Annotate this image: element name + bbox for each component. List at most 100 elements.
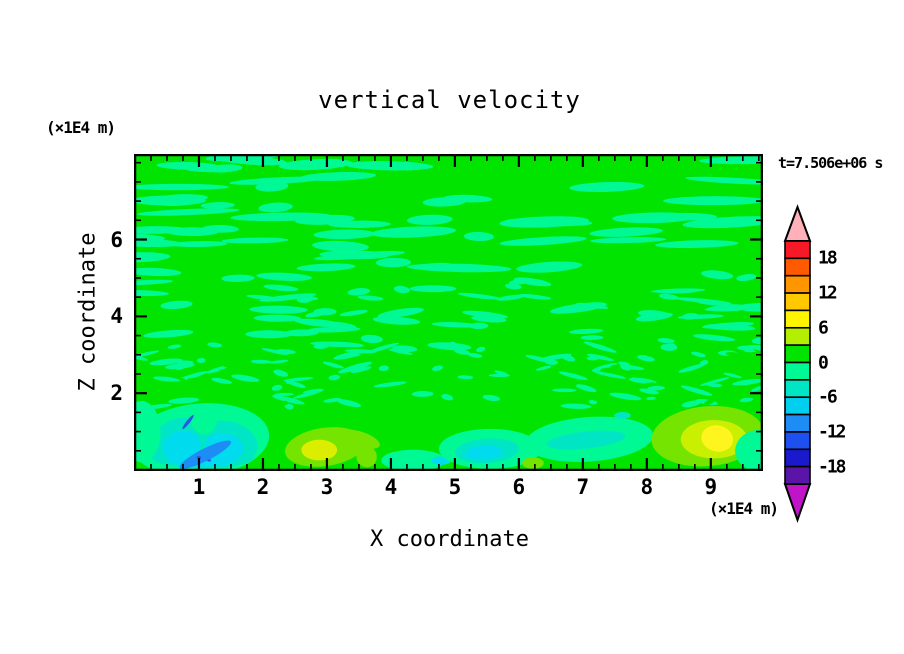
texture-streak: [323, 397, 342, 403]
texture-streak: [744, 346, 762, 353]
x-axis-title: X coordinate: [370, 527, 529, 552]
colorbar-under-arrow: [783, 483, 812, 524]
colorbar-box-8: [784, 379, 811, 399]
texture-streak: [186, 348, 198, 354]
texture-streak: [544, 359, 558, 365]
texture-streak: [569, 328, 604, 335]
contour-plot: [134, 154, 763, 471]
texture-streak: [620, 365, 631, 371]
texture-streak: [457, 375, 474, 380]
colorbar-box-0: [784, 240, 811, 260]
texture-streak: [743, 363, 760, 367]
texture-streak: [143, 329, 194, 338]
texture-streak: [224, 363, 236, 368]
colorbar: [783, 204, 812, 524]
colorbar-label--6: -6: [818, 386, 838, 408]
texture-streak: [149, 358, 183, 366]
texture-streak: [434, 387, 443, 392]
texture-streak: [432, 365, 443, 372]
texture-streak: [496, 294, 525, 301]
x-tick-label-1: 1: [192, 475, 206, 499]
texture-streak: [475, 346, 486, 353]
texture-streak: [635, 312, 673, 322]
texture-streak: [256, 272, 312, 281]
texture-streak: [639, 388, 659, 395]
plot-frame: [134, 154, 763, 471]
texture-streak: [313, 343, 329, 349]
texture-streak: [646, 396, 656, 401]
texture-streak: [650, 212, 717, 221]
colorbar-label--18: -18: [818, 456, 846, 478]
colorbar-box-1: [784, 257, 811, 277]
contour-field: [135, 155, 762, 470]
timestamp-label: t=7.506e+06 s: [778, 154, 883, 172]
texture-streak: [736, 303, 762, 312]
colorbar-label--12: -12: [818, 421, 846, 443]
texture-streak: [175, 365, 185, 371]
texture-streak: [135, 267, 182, 277]
texture-streak: [471, 315, 507, 323]
x-tick-label-2: 2: [256, 475, 270, 499]
texture-streak: [586, 353, 614, 361]
texture-streak: [373, 381, 407, 388]
texture-streak: [681, 400, 701, 408]
texture-streak: [393, 285, 410, 294]
colorbar-box-2: [784, 274, 811, 294]
texture-streak: [406, 214, 453, 225]
texture-streak: [591, 398, 607, 404]
texture-streak: [339, 388, 355, 392]
texture-streak: [203, 391, 215, 398]
colorbar-label-0: 0: [818, 352, 829, 373]
texture-streak: [508, 357, 524, 363]
texture-streak: [622, 401, 635, 407]
texture-streak: [558, 371, 588, 381]
texture-streak: [504, 217, 593, 227]
texture-streak: [560, 354, 576, 362]
texture-streak: [377, 307, 424, 318]
texture-streak: [699, 377, 730, 386]
texture-streak: [245, 330, 293, 339]
texture-streak: [735, 360, 742, 364]
texture-streak: [649, 374, 656, 380]
colorbar-box-10: [784, 413, 811, 433]
texture-streak: [580, 335, 604, 341]
texture-streak: [231, 374, 260, 382]
texture-streak: [306, 326, 361, 333]
texture-streak: [196, 357, 206, 364]
colorbar-label-12: 12: [818, 282, 838, 304]
colorbar-box-4: [784, 309, 811, 329]
texture-streak: [360, 334, 383, 344]
texture-streak: [175, 360, 194, 364]
texture-streak: [135, 289, 169, 297]
texture-streak: [249, 305, 308, 314]
texture-streak: [167, 344, 182, 349]
colorbar-box-7: [784, 361, 811, 381]
texture-streak: [221, 237, 289, 244]
texture-streak: [696, 299, 732, 306]
z-tick-label-4: 4: [110, 304, 123, 329]
texture-streak: [263, 284, 299, 292]
texture-streak: [229, 176, 325, 185]
texture-streak: [704, 306, 745, 312]
colorbar-box-6: [784, 344, 811, 364]
colorbar-box-9: [784, 396, 811, 416]
feature-right-aqua-band: [546, 430, 626, 450]
feature-bottom-spring-patch: [381, 449, 446, 470]
texture-streak: [462, 310, 508, 319]
texture-streak: [302, 388, 324, 394]
texture-streak: [575, 384, 597, 393]
texture-streak: [274, 349, 296, 355]
z-axis-title: Z coordinate: [75, 232, 101, 392]
colorbar-box-11: [784, 431, 811, 451]
feature-updraft-a-core: [301, 439, 338, 461]
feature-updraft-a-side-patch-low: [356, 445, 377, 468]
texture-streak: [663, 196, 762, 206]
texture-streak: [725, 352, 743, 358]
texture-streak: [704, 399, 715, 405]
texture-streak: [372, 316, 420, 325]
texture-streak: [701, 322, 754, 329]
texture-streak: [637, 355, 655, 362]
texture-streak: [707, 383, 723, 388]
texture-streak: [299, 295, 319, 301]
texture-streak: [322, 361, 344, 369]
